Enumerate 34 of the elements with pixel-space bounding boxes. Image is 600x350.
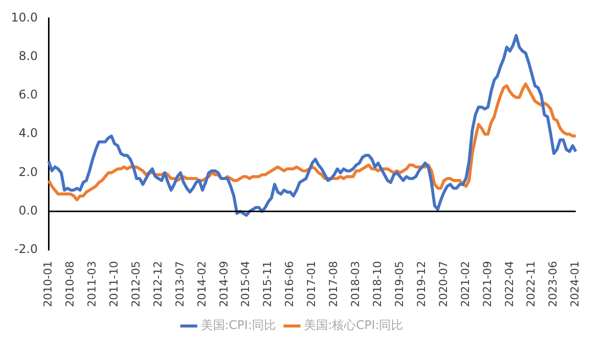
x-tick-label: 2011-10 <box>107 261 120 308</box>
x-tick-label: 2014-09 <box>217 261 230 308</box>
x-tick-label: 2014-02 <box>195 261 208 308</box>
legend-label: 美国:核心CPI:同比 <box>304 318 404 332</box>
x-tick-label: 2021-09 <box>480 261 494 308</box>
y-tick-label: 0.0 <box>18 204 38 218</box>
x-tick-label: 2019-12 <box>414 261 428 308</box>
y-tick-label: 10.0 <box>11 10 38 24</box>
x-tick-label: 2019-05 <box>392 261 406 308</box>
y-tick-label: 2.0 <box>18 164 38 179</box>
x-tick-label: 2015-11 <box>261 261 274 308</box>
x-tick-label: 2011-03 <box>86 261 98 308</box>
x-tick-label: 2024-01 <box>568 261 582 308</box>
x-tick-label: 2012-12 <box>151 261 164 308</box>
legend-label: 美国:CPI:同比 <box>200 318 276 332</box>
x-tick-label: 2022-04 <box>502 261 516 308</box>
x-tick-label: 2013-07 <box>173 261 186 308</box>
y-tick-label: 8.0 <box>18 48 38 63</box>
x-tick-label: 2012-05 <box>129 261 142 308</box>
x-tick-label: 2015-04 <box>239 261 252 308</box>
x-tick-label: 2021-02 <box>458 261 472 308</box>
y-tick-label: 6.0 <box>18 88 38 102</box>
x-tick-label: 2010-01 <box>42 261 55 308</box>
x-tick-label: 2023-06 <box>546 261 560 308</box>
x-tick-label: 2017-08 <box>327 261 340 308</box>
x-tick-label: 2016-06 <box>283 261 296 308</box>
y-tick-label: -2.0 <box>14 242 38 256</box>
y-tick-label: 4.0 <box>18 126 38 140</box>
x-tick-label: 2018-10 <box>371 261 384 308</box>
x-tick-label: 2017-01 <box>305 261 318 308</box>
x-tick-label: 2020-07 <box>436 261 450 308</box>
x-tick-label: 2022-11 <box>524 261 538 308</box>
x-tick-label: 2018-03 <box>349 261 362 308</box>
x-tick-label: 2010-08 <box>64 261 77 308</box>
